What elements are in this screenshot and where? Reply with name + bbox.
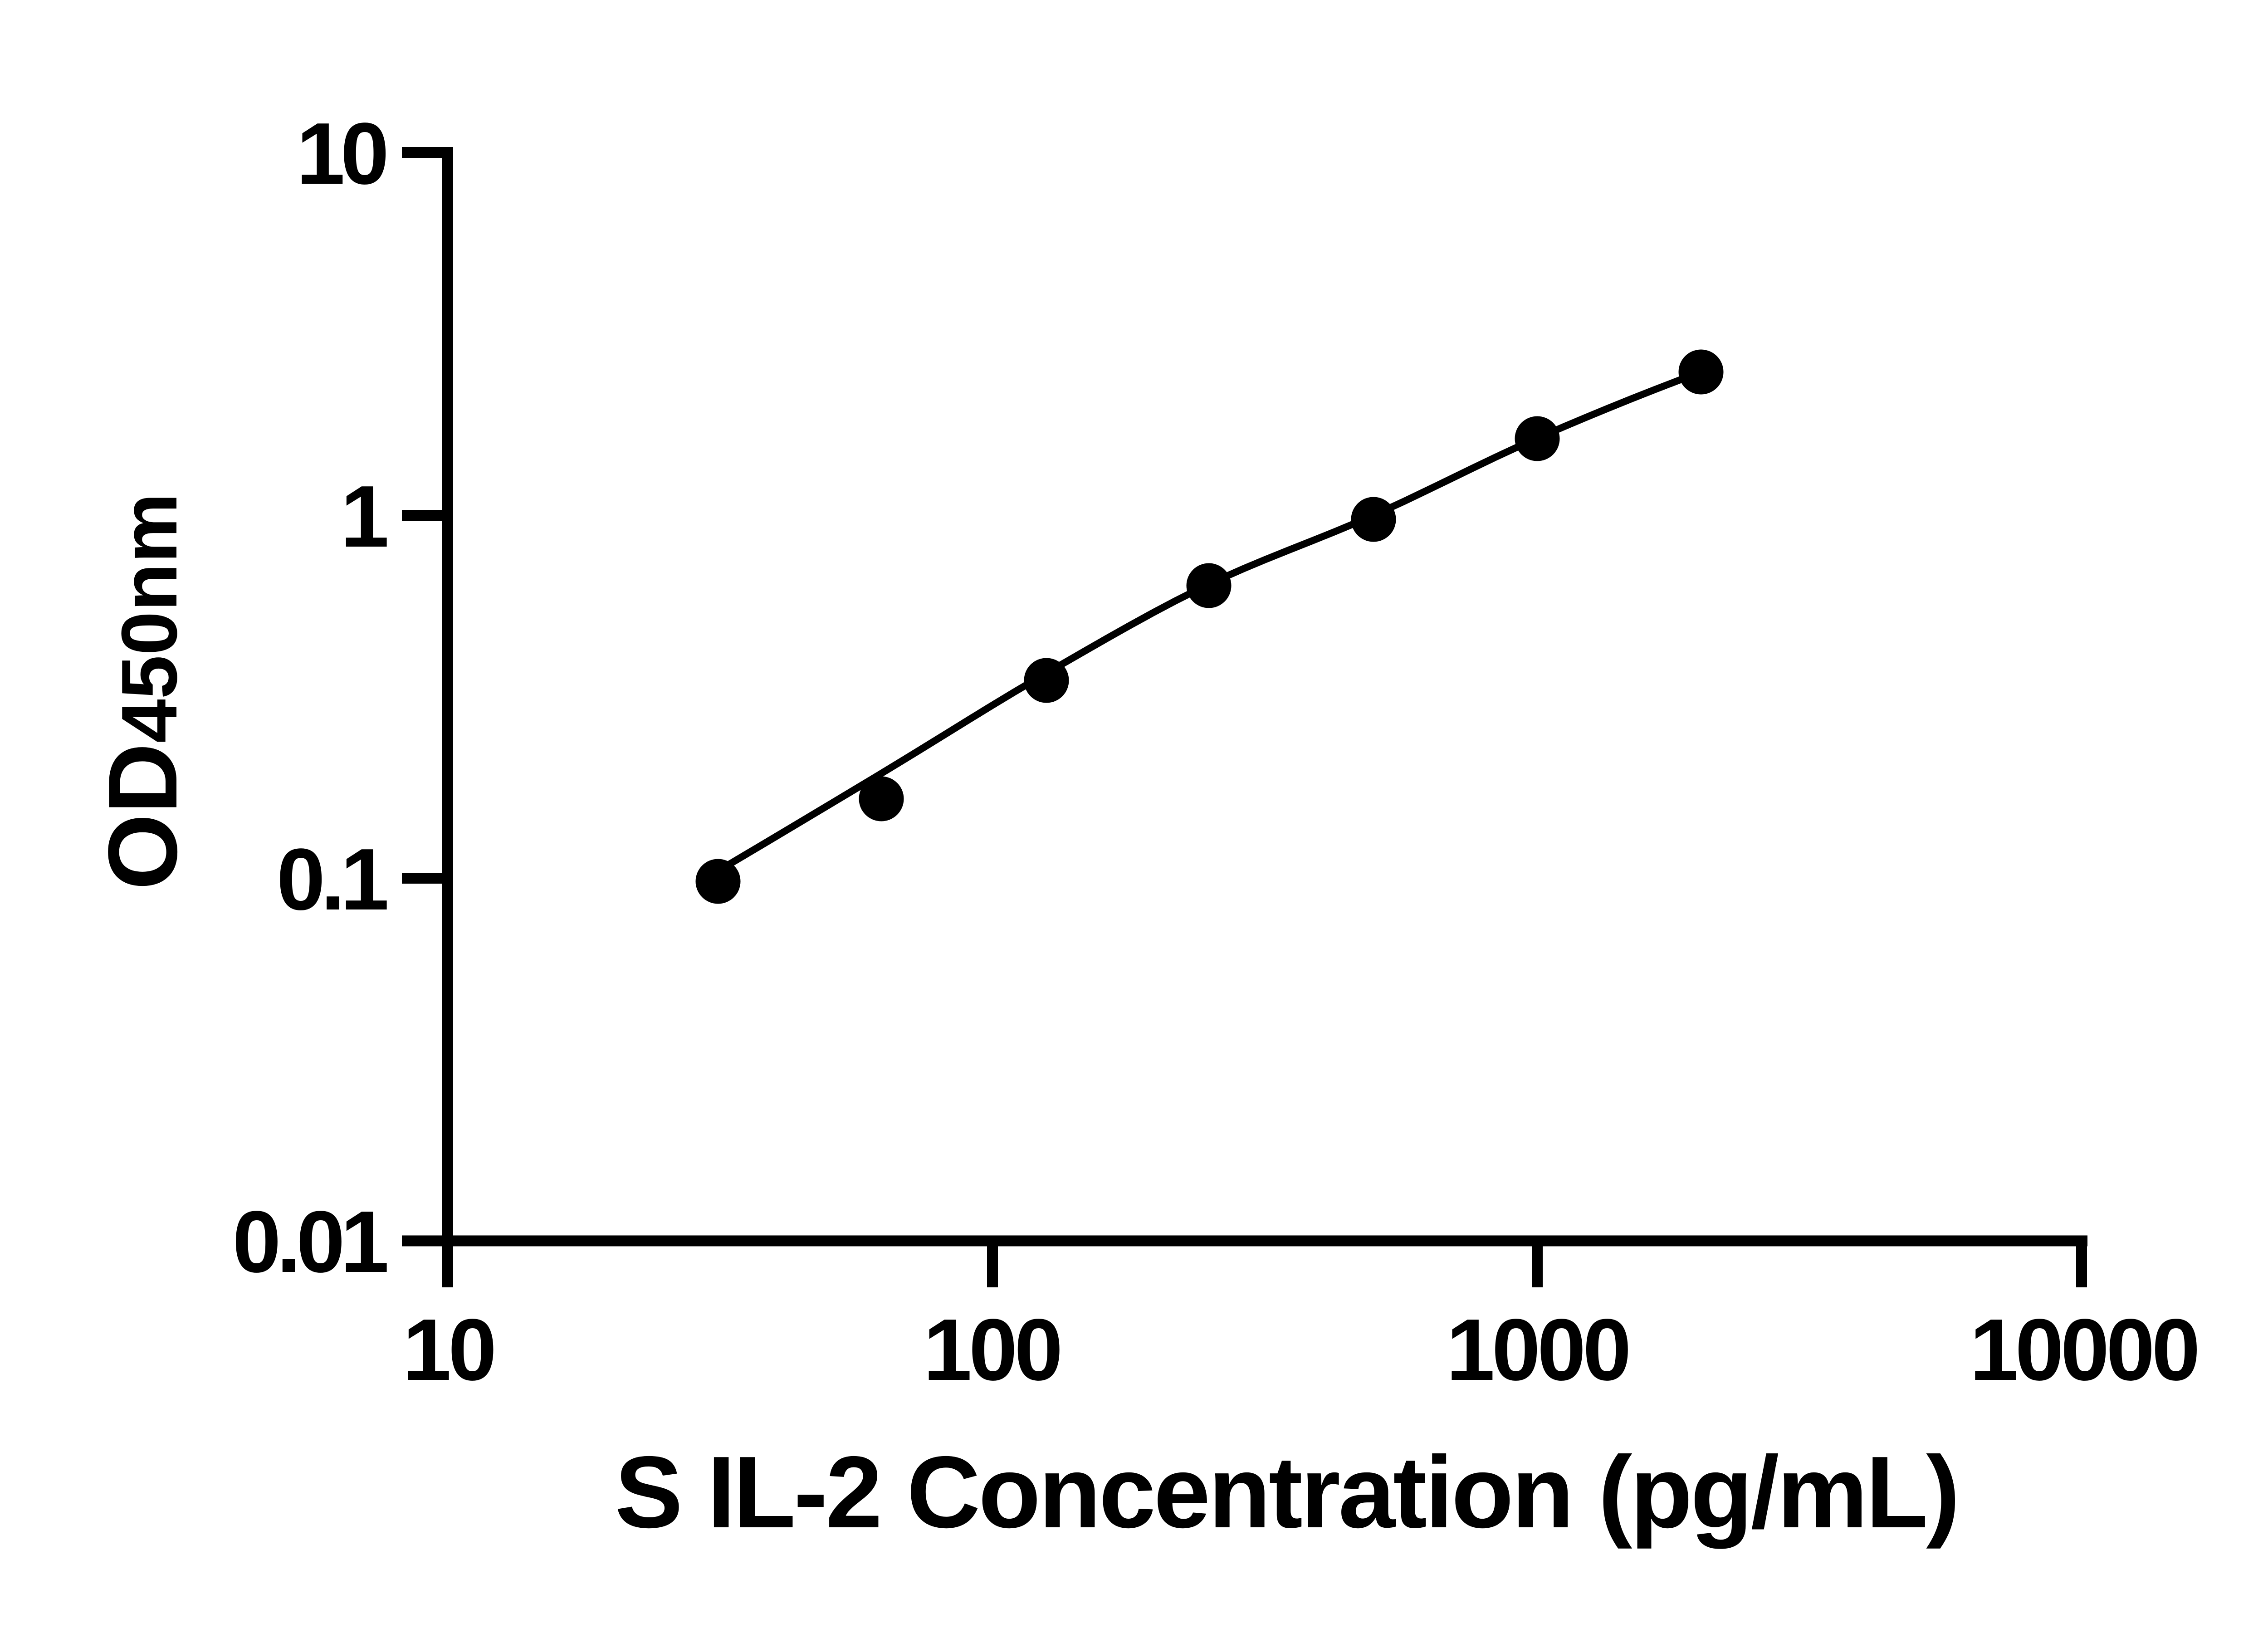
svg-text:10: 10 — [296, 104, 386, 202]
svg-text:0.01: 0.01 — [232, 1193, 386, 1291]
svg-text:1: 1 — [341, 467, 387, 565]
svg-text:OD450nm: OD450nm — [88, 493, 197, 890]
svg-text:10: 10 — [403, 1301, 494, 1398]
svg-text:0.1: 0.1 — [277, 830, 387, 928]
svg-text:100: 100 — [923, 1301, 1060, 1398]
svg-text:10000: 10000 — [1970, 1301, 2197, 1398]
svg-text:1000: 1000 — [1446, 1301, 1628, 1398]
svg-text:S IL-2 Concentration (pg/mL): S IL-2 Concentration (pg/mL) — [615, 1435, 1958, 1549]
